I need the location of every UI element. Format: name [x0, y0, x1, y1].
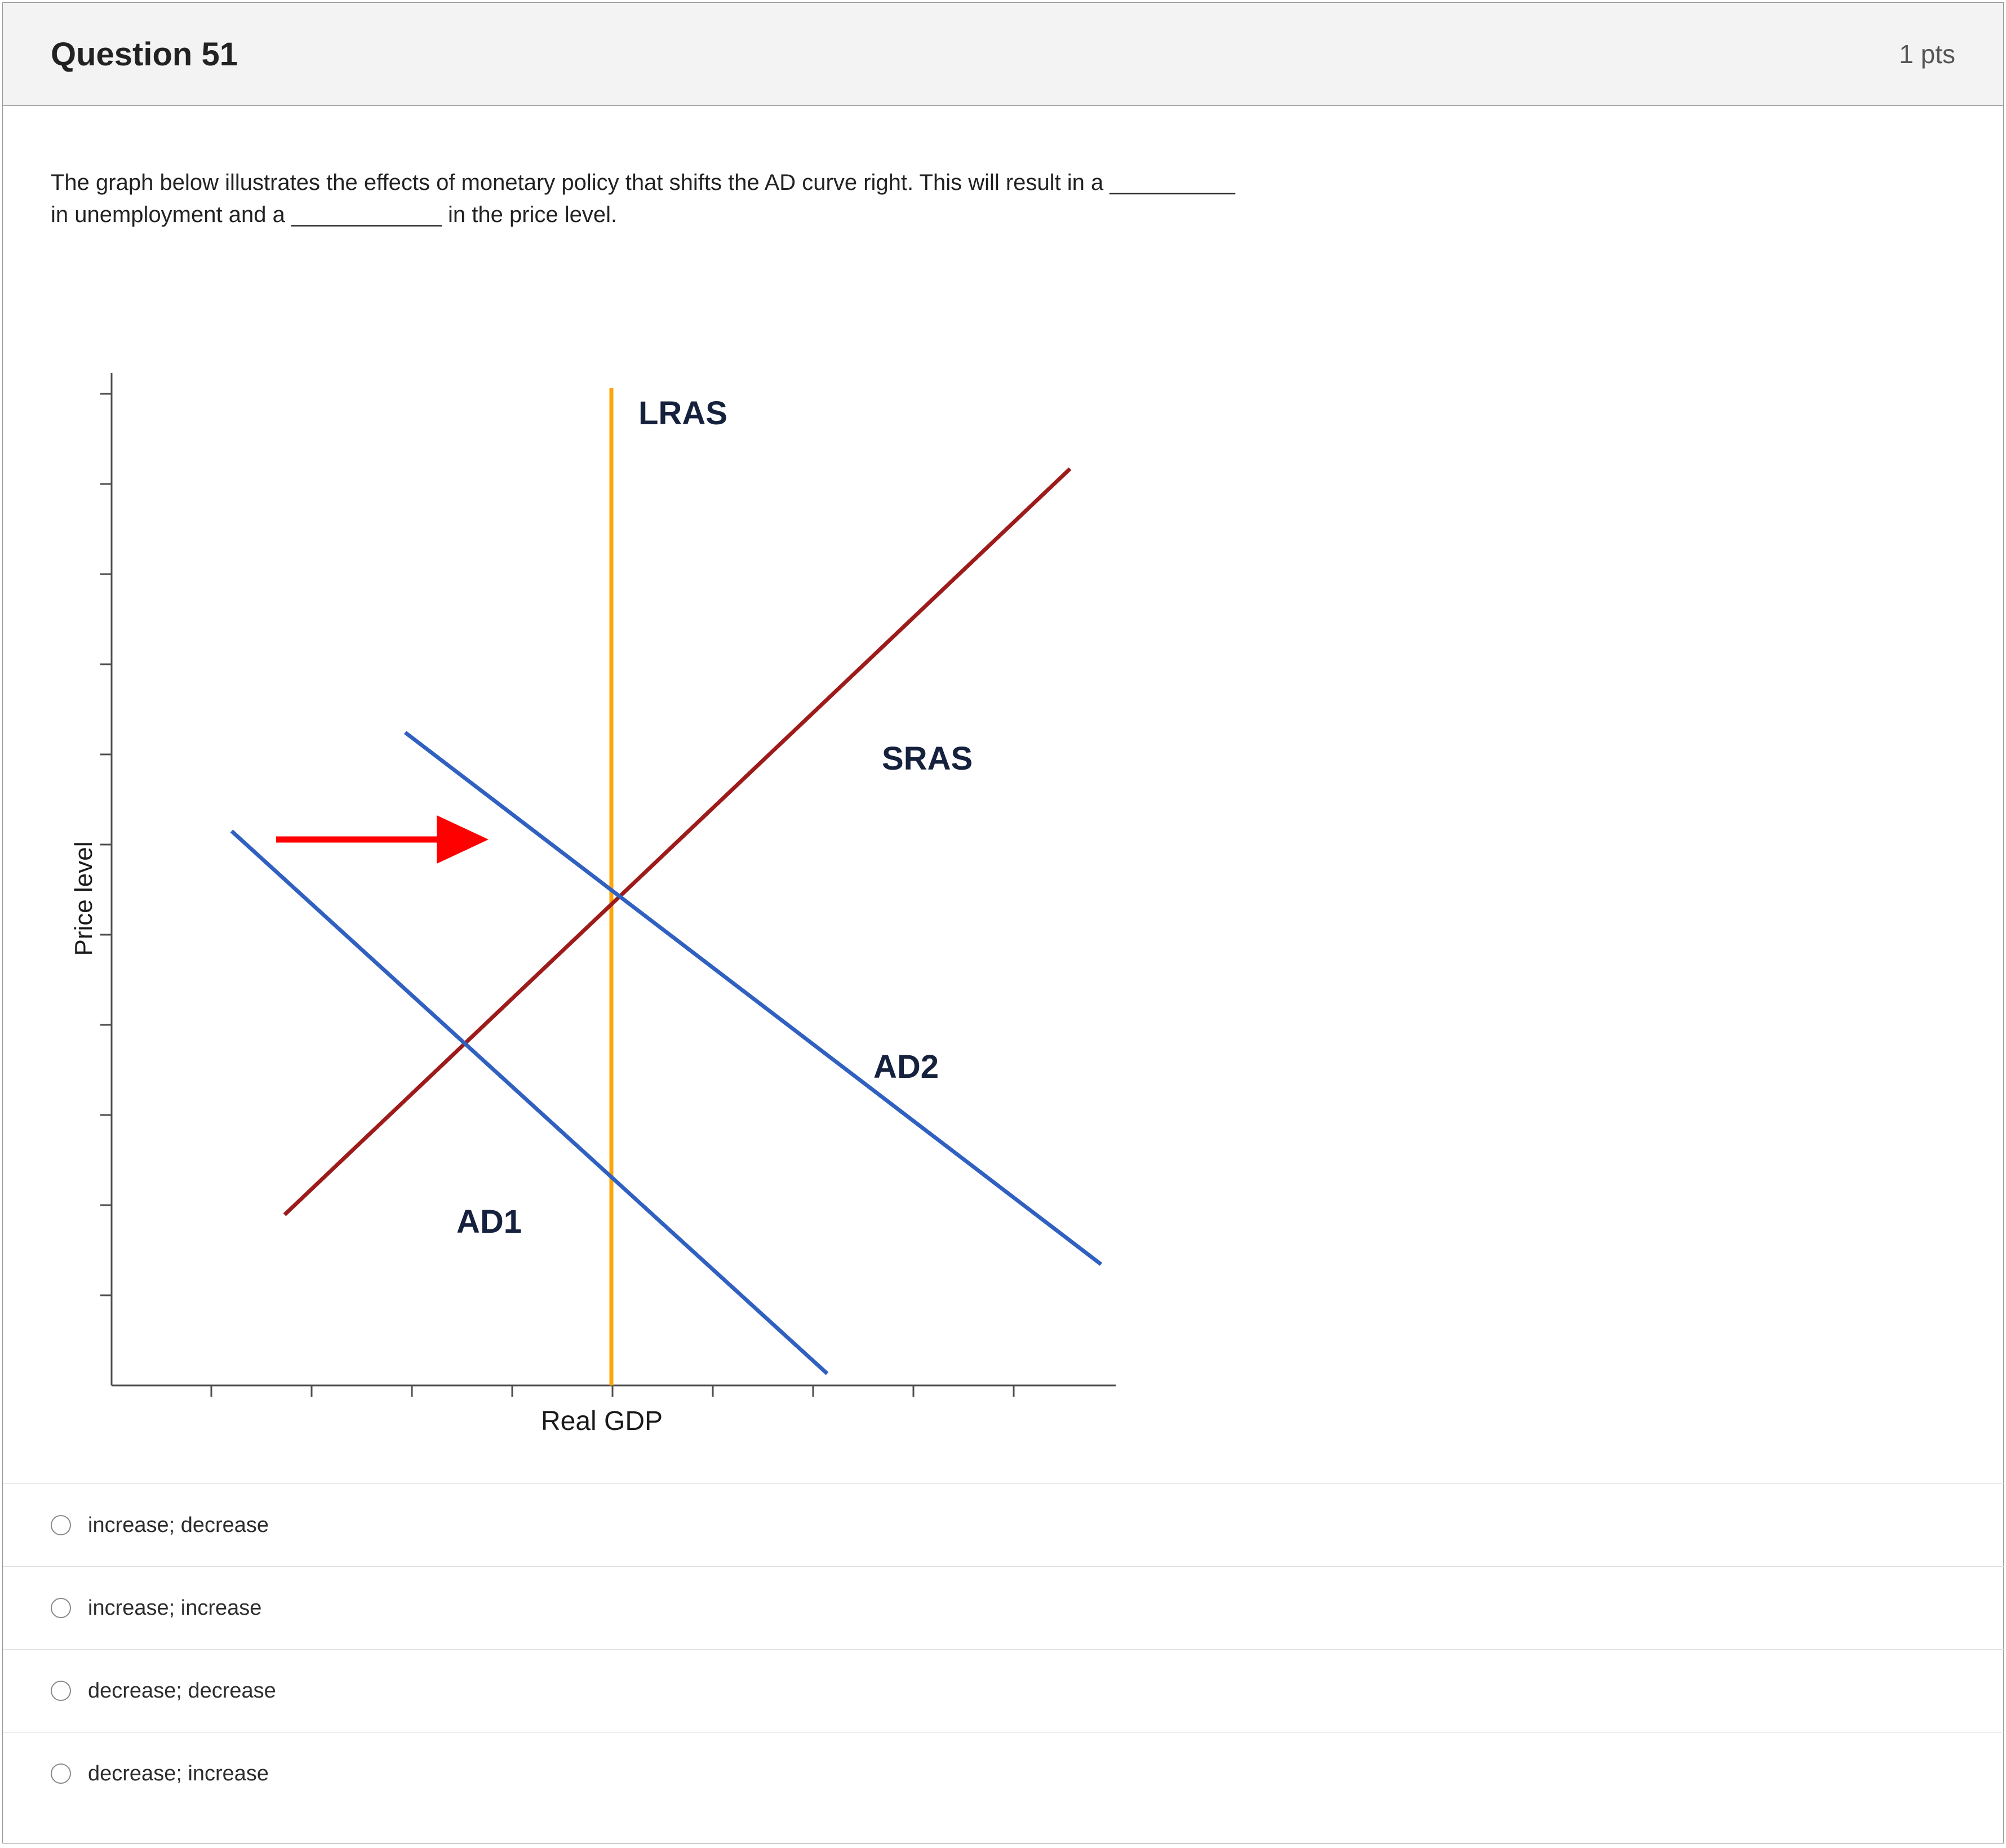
svg-text:AD2: AD2	[873, 1049, 939, 1085]
svg-text:SRAS: SRAS	[882, 740, 973, 777]
svg-text:Real GDP: Real GDP	[541, 1406, 663, 1436]
svg-text:Price level: Price level	[70, 842, 97, 956]
svg-text:AD1: AD1	[456, 1203, 522, 1240]
svg-text:LRAS: LRAS	[638, 395, 727, 432]
